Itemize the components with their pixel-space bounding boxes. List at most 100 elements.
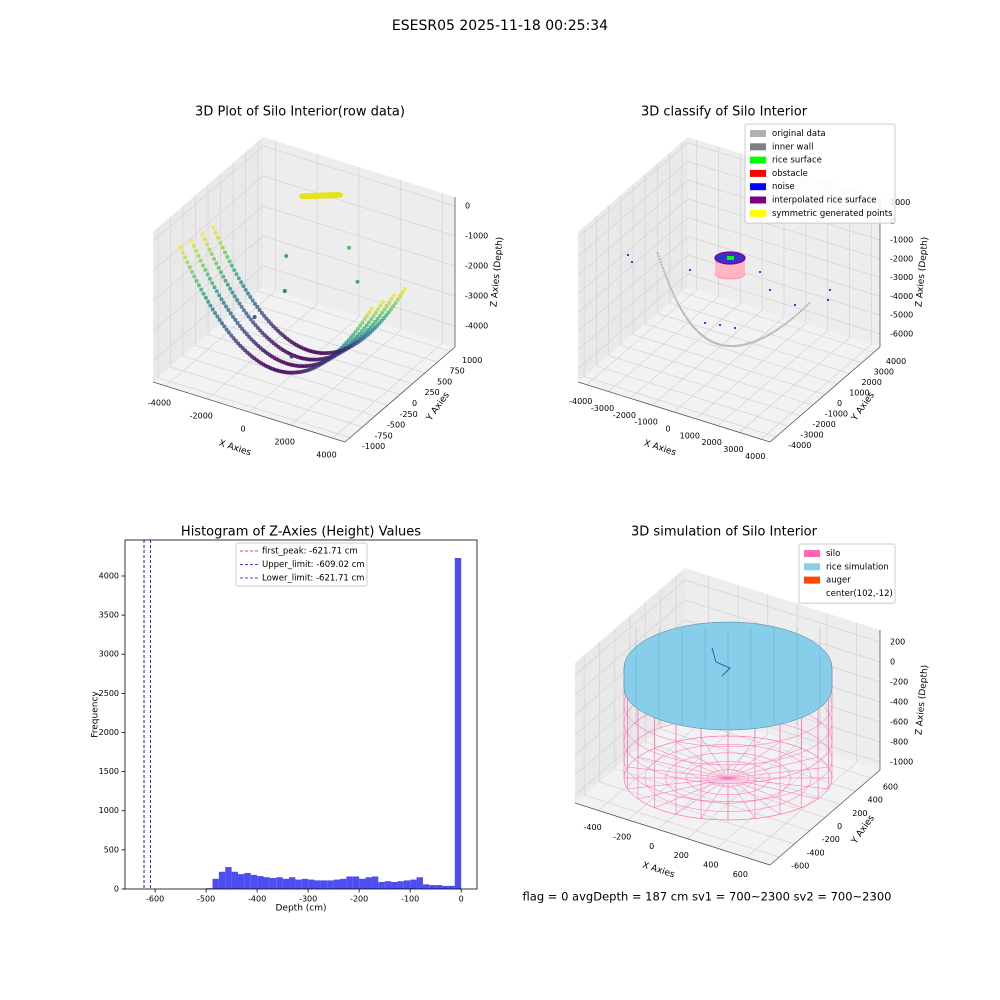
- point-cloud: [205, 272, 210, 277]
- axes-3d: 3D Plot of Silo Interior(row data) -4000 -…: [148, 105, 506, 460]
- point-cloud: [222, 324, 227, 329]
- x-tick-label: 2000: [275, 438, 295, 447]
- point-cloud: [251, 320, 256, 325]
- point-cloud: [220, 245, 225, 250]
- grid-line: [684, 579, 881, 643]
- point-cloud: [242, 329, 247, 334]
- bar: [422, 884, 430, 889]
- bar: [314, 880, 321, 889]
- point-cloud: [384, 304, 389, 309]
- point-cloud: [232, 268, 237, 273]
- point-cloud: [382, 307, 387, 312]
- y-tick-label: -2000: [813, 420, 836, 429]
- y-tick-label: -3000: [800, 431, 823, 440]
- point-cloud: [686, 318, 690, 322]
- point-cloud: [801, 307, 805, 311]
- point-cloud: [676, 301, 679, 304]
- point-cloud: [216, 265, 221, 270]
- point-cloud: [257, 308, 262, 313]
- point-cloud: [218, 270, 223, 275]
- point-cloud: [219, 297, 224, 302]
- bar: [371, 876, 379, 889]
- y-tick-label: 1000: [99, 806, 119, 815]
- legend-label: rice surface: [772, 156, 822, 166]
- point-cloud: [769, 332, 773, 335]
- point-cloud: [763, 335, 767, 339]
- legend-label: symmetric generated points: [772, 209, 893, 219]
- grid-line: [262, 235, 456, 297]
- point-cloud: [180, 250, 185, 255]
- z-tick-label: -3000: [890, 273, 913, 282]
- x-tick-label: -300: [299, 895, 317, 904]
- bar: [308, 879, 315, 889]
- point-cloud: [631, 261, 633, 263]
- point-cloud: [347, 245, 352, 250]
- silo-wire: [637, 777, 729, 800]
- point-cloud: [678, 305, 682, 309]
- point-cloud: [202, 237, 207, 242]
- grid-line: [152, 145, 264, 242]
- point-cloud: [670, 290, 674, 293]
- point-cloud: [236, 276, 241, 281]
- x-tick-label: 0: [665, 425, 670, 434]
- silo-wire: [644, 744, 812, 812]
- point-cloud: [230, 290, 235, 295]
- silo-wire: [637, 756, 729, 779]
- bar: [231, 871, 238, 889]
- x-tick-label: -200: [613, 832, 631, 841]
- point-cloud: [240, 326, 245, 331]
- legend-swatch: [750, 209, 766, 217]
- point-cloud: [226, 307, 231, 312]
- grid-line: [577, 142, 689, 238]
- z-tick-label: -5000: [890, 311, 913, 320]
- plot-frame: [124, 539, 478, 890]
- point-cloud: [400, 290, 405, 295]
- point-cloud: [750, 341, 754, 344]
- grid-line: [577, 254, 689, 351]
- point-cloud: [221, 274, 226, 279]
- point-cloud: [685, 317, 688, 320]
- y-tick-label: 1000: [849, 388, 869, 397]
- bar: [397, 881, 404, 889]
- y-tick-label: 250: [425, 388, 440, 397]
- point-cloud: [212, 256, 217, 261]
- silo-wire: [700, 737, 729, 779]
- x-tick-label: 0: [240, 425, 245, 434]
- point-cloud: [210, 281, 215, 286]
- chart-title: 3D simulation of Silo Interior: [631, 525, 818, 540]
- point-cloud: [360, 320, 365, 325]
- grid-line: [596, 365, 789, 427]
- point-cloud: [194, 248, 199, 253]
- silo-wire: [727, 741, 781, 779]
- x-tick-label: -600: [146, 895, 164, 904]
- point-cloud: [235, 297, 240, 302]
- z-tick-label: -1000: [890, 758, 913, 767]
- silo-wire: [700, 777, 729, 819]
- grid-line: [620, 344, 813, 406]
- x-tick-label: 1000: [680, 431, 700, 440]
- point-cloud: [787, 320, 791, 323]
- point-cloud: [196, 253, 201, 258]
- point-cloud: [210, 307, 215, 312]
- grid-line: [577, 161, 689, 257]
- y-tick-label: 4000: [99, 571, 119, 580]
- bar: [301, 878, 309, 889]
- point-cloud: [679, 307, 683, 311]
- y-tick-label: -1000: [825, 410, 848, 419]
- point-cloud: [371, 313, 376, 318]
- point-cloud: [348, 335, 353, 340]
- point-cloud: [246, 314, 251, 319]
- silo-wire: [627, 766, 729, 779]
- point-cloud: [237, 323, 242, 328]
- point-cloud: [366, 320, 371, 325]
- y-tick-label: -750: [375, 431, 393, 440]
- legend-label: interpolated rice surface: [772, 196, 877, 206]
- point-cloud: [217, 293, 222, 298]
- point-cloud: [218, 240, 223, 245]
- point-cloud: [364, 323, 369, 328]
- point-cloud: [660, 263, 663, 267]
- point-cloud: [661, 266, 664, 270]
- point-cloud: [187, 265, 192, 270]
- point-cloud: [805, 304, 809, 307]
- point-cloud: [388, 307, 393, 312]
